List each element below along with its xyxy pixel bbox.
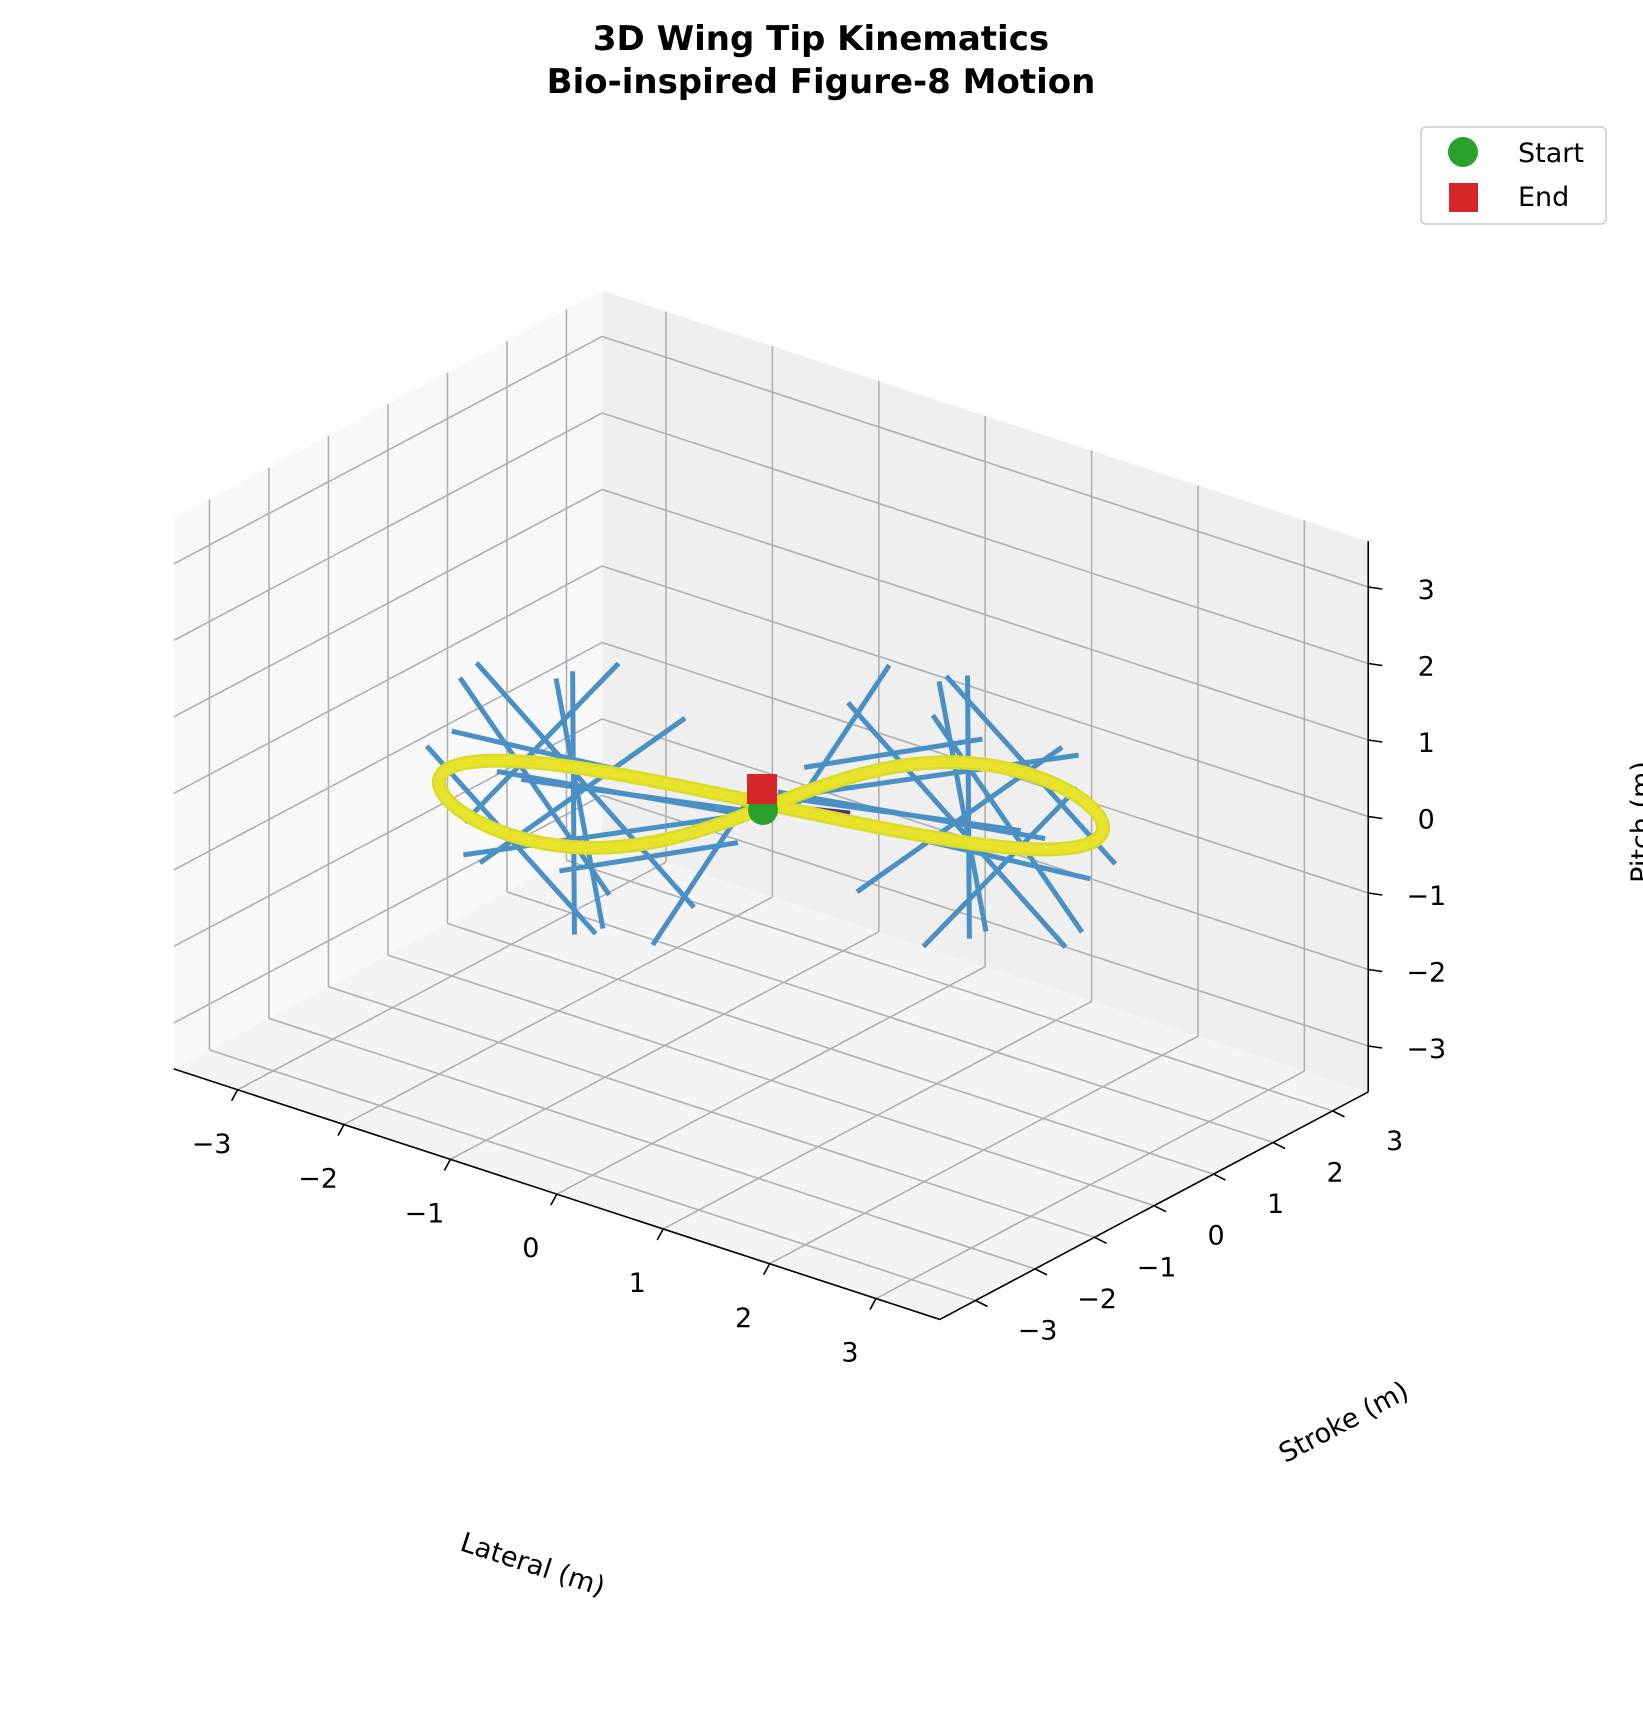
chord-line <box>559 840 739 874</box>
z-tick-mark <box>1368 739 1383 743</box>
legend-start-marker <box>1448 137 1478 167</box>
z-tick-label: 2 <box>1418 652 1435 683</box>
z-tick-mark <box>1368 662 1383 667</box>
z-tick-mark <box>1368 1045 1383 1049</box>
chord-line <box>803 736 983 770</box>
y-tick-label: 0 <box>1207 1221 1224 1252</box>
z-tick-label: 0 <box>1418 805 1435 836</box>
gridline-y-floor <box>506 891 1274 1144</box>
chord-line <box>462 661 621 824</box>
x-tick-label: −1 <box>404 1198 444 1229</box>
gridline-y-floor <box>447 922 1214 1175</box>
gridline-x-floor <box>769 1035 1199 1265</box>
x-tick-label: −2 <box>298 1164 338 1195</box>
gridline-z-back <box>601 412 1369 665</box>
y-tick-label: 2 <box>1326 1157 1343 1188</box>
y-tick-mark <box>1272 1141 1286 1150</box>
x-tick-mark <box>443 1158 452 1171</box>
x-tick-label: 2 <box>735 1303 752 1334</box>
chord-line <box>570 671 577 935</box>
z-axis-label: Pitch (m) <box>1626 761 1643 883</box>
gridline-y-floor <box>387 954 1155 1207</box>
gridline-x-floor <box>662 1000 1092 1230</box>
z-tick-label: 3 <box>1418 575 1435 606</box>
chord-line <box>936 680 989 932</box>
chart-title: 3D Wing Tip Kinematics <box>593 19 1049 59</box>
legend-end-label: End <box>1518 182 1569 213</box>
y-tick-mark <box>975 1299 988 1308</box>
y-axis-label: Stroke (m) <box>1274 1375 1414 1469</box>
x-axis-label: Lateral (m) <box>457 1527 609 1603</box>
x-tick-label: −3 <box>192 1129 232 1160</box>
gridline-z-left <box>173 488 603 718</box>
x-tick-mark <box>869 1298 877 1310</box>
x-tick-mark <box>762 1263 771 1276</box>
x-tick-mark <box>230 1089 239 1102</box>
y-tick-mark <box>1094 1236 1107 1244</box>
y-tick-mark <box>1213 1173 1226 1181</box>
y-tick-label: 3 <box>1386 1126 1403 1157</box>
chord-line <box>457 676 612 897</box>
chord-line <box>965 675 972 939</box>
gridline-x-floor <box>875 1070 1305 1300</box>
legend-end-marker <box>1449 183 1478 212</box>
x-tick-mark <box>656 1228 664 1241</box>
y-tick-label: −2 <box>1077 1284 1117 1315</box>
z-tick-mark <box>1368 586 1383 590</box>
x-tick-mark <box>337 1124 345 1136</box>
gridline-z-back <box>601 335 1369 588</box>
z-tick-mark <box>1368 968 1383 973</box>
gridline-z-back <box>601 488 1369 741</box>
chord-line <box>930 713 1085 934</box>
z-tick-mark <box>1368 815 1383 820</box>
gridline-z-left <box>173 565 603 795</box>
gridline-y-floor <box>566 859 1333 1112</box>
z-tick-label: −1 <box>1406 881 1446 912</box>
x-tick-label: 1 <box>629 1268 646 1299</box>
y-tick-label: 1 <box>1267 1189 1284 1220</box>
gridline-z-left <box>173 335 603 565</box>
chord-line <box>775 793 1022 834</box>
chord-line <box>921 786 1080 949</box>
z-tick-label: 1 <box>1418 728 1435 759</box>
grid-lines <box>173 309 1369 1302</box>
plot-data <box>424 661 1118 949</box>
x-tick-mark <box>550 1193 558 1206</box>
y-tick-label: −3 <box>1018 1315 1058 1346</box>
y-axis-line <box>939 1091 1369 1321</box>
chord-line <box>474 661 696 910</box>
x-tick-label: 3 <box>841 1338 858 1369</box>
x-axis-line <box>173 1068 941 1321</box>
y-tick-mark <box>1034 1268 1048 1276</box>
chord-line <box>520 776 767 817</box>
legend: Start End <box>1420 126 1607 225</box>
tick-labels: −3 −3 −3 −2 −2 −2 −1 −1 −1 0 0 0 1 1 1 2 2 2 3 3 3 <box>192 575 1446 1369</box>
x-tick-label: 0 <box>522 1233 539 1264</box>
gridline-z-left <box>173 412 603 642</box>
legend-start-label: Start <box>1518 138 1584 169</box>
z-tick-label: −2 <box>1406 958 1446 989</box>
y-tick-mark <box>1332 1110 1345 1118</box>
chord-line <box>846 700 1068 949</box>
chart-subtitle: Bio-inspired Figure-8 Motion <box>547 62 1096 102</box>
chord-line <box>553 678 606 930</box>
gridline-z-back <box>601 565 1369 818</box>
end-marker <box>747 774 777 804</box>
z-tick-mark <box>1368 892 1383 896</box>
y-tick-mark <box>1153 1204 1167 1213</box>
z-tick-label: −3 <box>1406 1034 1446 1065</box>
y-tick-label: −1 <box>1137 1252 1177 1283</box>
